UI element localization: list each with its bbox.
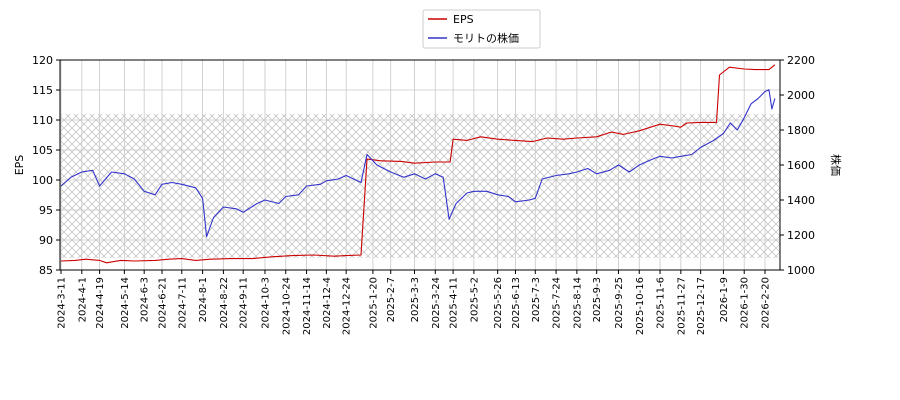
tick-label-x: 2024-7-11 [177, 277, 188, 329]
tick-label-x: 2024-10-3 [260, 277, 271, 329]
tick-label-left: 105 [32, 144, 53, 157]
legend-box [422, 9, 541, 49]
tick-label-right: 2200 [787, 54, 815, 67]
tick-label-x: 2025-3-24 [431, 277, 442, 329]
shaded-region [60, 114, 780, 258]
tick-label-x: 2025-7-24 [552, 277, 563, 329]
tick-label-x: 2025-4-11 [449, 277, 460, 329]
tick-label-x: 2025-11-27 [676, 277, 687, 335]
tick-label-left: 110 [32, 114, 53, 127]
tick-label-x: 2024-6-3 [140, 277, 151, 322]
tick-label-x: 2024-11-14 [302, 277, 313, 335]
tick-label-x: 2024-10-24 [281, 277, 292, 335]
tick-label-x: 2025-6-13 [511, 277, 522, 329]
tick-label-x: 2024-4-19 [95, 277, 106, 329]
axis-label-left: EPS [13, 155, 26, 176]
tick-label-left: 95 [39, 204, 53, 217]
tick-label-x: 2024-5-14 [120, 277, 131, 329]
tick-label-right: 1200 [787, 229, 815, 242]
legend-entry: モリトの株価 [453, 31, 519, 45]
series-lines [60, 64, 776, 264]
tick-label-x: 2025-9-3 [592, 277, 603, 322]
tick-label-x: 2025-5-2 [469, 277, 480, 322]
tick-label-left: 85 [39, 264, 53, 277]
tick-label-left: 100 [32, 174, 53, 187]
tick-label-x: 2025-5-26 [493, 277, 504, 329]
tick-label-x: 2024-12-4 [322, 277, 333, 329]
tick-label-x: 2026-1-9 [719, 277, 730, 322]
legend: EPS モリトの株価 [422, 9, 541, 49]
tick-label-x: 2025-12-17 [696, 277, 707, 335]
tick-label-x: 2026-1-30 [740, 277, 751, 329]
tick-label-x: 2025-10-16 [635, 277, 646, 335]
tick-label-right: 1600 [787, 159, 815, 172]
tick-label-x: 2025-8-14 [572, 277, 583, 329]
tick-label-x: 2024-8-22 [219, 277, 230, 329]
tick-label-x: 2025-3-3 [410, 277, 421, 322]
tick-label-left: 90 [39, 234, 53, 247]
tick-label-x: 2026-2-20 [761, 277, 772, 329]
tick-label-x: 2024-3-11 [57, 277, 68, 329]
tick-label-right: 1000 [787, 264, 815, 277]
series-line-stock-price [60, 89, 776, 238]
tick-label-x: 2024-12-24 [342, 277, 353, 335]
axis-label-right: 株価 [829, 154, 843, 176]
series-line-eps [60, 64, 776, 264]
tick-label-right: 1800 [787, 124, 815, 137]
tick-label-left: 115 [32, 84, 53, 97]
tick-label-x: 2024-4-1 [77, 277, 88, 322]
tick-label-x: 2024-6-21 [157, 277, 168, 329]
tick-label-right: 2000 [787, 89, 815, 102]
grid [60, 59, 780, 271]
hatched-band [60, 114, 780, 258]
tick-label-x: 2025-11-6 [656, 277, 667, 329]
tick-label-x: 2024-9-11 [239, 277, 250, 329]
tick-label-x: 2025-1-20 [368, 277, 379, 329]
tick-label-left: 120 [32, 54, 53, 67]
tick-label-x: 2025-2-7 [386, 277, 397, 322]
axes: 85 90 95 100 105 110 115 120 1000 1200 1400 1600 180… [13, 54, 843, 335]
tick-label-right: 1400 [787, 194, 815, 207]
tick-label-x: 2025-9-25 [614, 277, 625, 329]
tick-label-x: 2025-7-3 [531, 277, 542, 322]
tick-label-x: 2024-8-1 [198, 277, 209, 322]
legend-entry: EPS [453, 13, 474, 26]
